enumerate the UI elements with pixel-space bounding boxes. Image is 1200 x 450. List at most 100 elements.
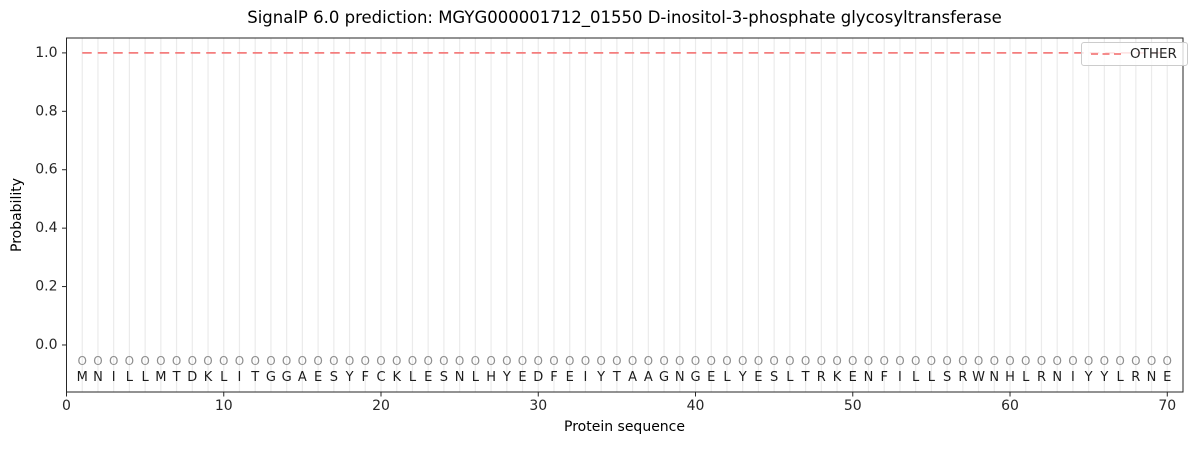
x-tick-label: 30 [529, 398, 547, 414]
residue-letter: W [972, 370, 985, 385]
residue-other-marker: O [125, 354, 134, 368]
residue-other-marker: O [1068, 354, 1077, 368]
residue-letter: N [1052, 370, 1062, 385]
x-tick-label: 70 [1158, 398, 1176, 414]
residue-letter: G [659, 370, 669, 385]
residue-letter: F [550, 370, 557, 385]
residue-other-marker: O [565, 354, 574, 368]
residue-letter: R [817, 370, 826, 385]
residue-letter: K [833, 370, 842, 385]
residue-letter: I [1071, 370, 1075, 385]
residue-letter: N [864, 370, 874, 385]
residue-other-marker: O [817, 354, 826, 368]
residue-letter: Y [1099, 370, 1108, 385]
residue-letter: E [566, 370, 574, 385]
residue-letter: E [754, 370, 762, 385]
residue-other-marker: O [628, 354, 637, 368]
x-tick-label: 60 [1001, 398, 1019, 414]
y-tick-label: 0.0 [35, 337, 57, 353]
residue-letter: R [1131, 370, 1140, 385]
residue-letter: E [849, 370, 857, 385]
residue-other-marker: O [612, 354, 621, 368]
residue-letter: N [1147, 370, 1157, 385]
residue-other-marker: O [958, 354, 967, 368]
residue-other-marker: O [1115, 354, 1124, 368]
residue-letter: E [424, 370, 432, 385]
x-tick-label: 10 [215, 398, 233, 414]
residue-other-marker: O [974, 354, 983, 368]
residue-letter: I [584, 370, 588, 385]
residue-other-marker: O [361, 354, 370, 368]
residue-other-marker: O [864, 354, 873, 368]
residue-other-marker: O [785, 354, 794, 368]
residue-other-marker: O [895, 354, 904, 368]
residue-letter: M [155, 370, 166, 385]
residue-other-marker: O [298, 354, 307, 368]
residue-other-marker: O [408, 354, 417, 368]
residue-letter: T [612, 370, 621, 385]
residue-other-marker: O [1005, 354, 1014, 368]
residue-letter: R [958, 370, 967, 385]
residue-other-marker: O [93, 354, 102, 368]
residue-letter: G [690, 370, 700, 385]
residue-other-marker: O [282, 354, 291, 368]
y-tick-label: 0.4 [35, 220, 57, 236]
residue-other-marker: O [691, 354, 700, 368]
legend-other-label: OTHER [1130, 46, 1177, 62]
x-ticks: 0 10 20 30 40 50 60 70 [62, 392, 1176, 414]
residue-other-marker: O [250, 354, 259, 368]
residue-letter: S [330, 370, 338, 385]
residue-letter: K [392, 370, 401, 385]
residue-letter: L [126, 370, 134, 385]
residue-letter: L [472, 370, 480, 385]
y-tick-label: 0.2 [35, 279, 57, 295]
residue-letter: H [486, 370, 496, 385]
residue-letter: M [77, 370, 88, 385]
residue-letter: L [723, 370, 731, 385]
residue-other-marker: O [219, 354, 228, 368]
residue-other-marker: O [644, 354, 653, 368]
residue-other-marker: O [109, 354, 118, 368]
residue-other-marker: O [534, 354, 543, 368]
residue-letter: E [707, 370, 715, 385]
residue-other-marker: O [140, 354, 149, 368]
residue-other-marker: O [203, 354, 212, 368]
residue-other-marker: O [1021, 354, 1030, 368]
residue-other-marker: O [329, 354, 338, 368]
residue-letter: F [362, 370, 369, 385]
residue-other-marker: O [675, 354, 684, 368]
residue-other-marker: O [376, 354, 385, 368]
x-tick-label: 40 [687, 398, 705, 414]
residue-other-marker: O [754, 354, 763, 368]
residue-letter: E [518, 370, 526, 385]
residue-other-marker: O [392, 354, 401, 368]
residue-letter: N [675, 370, 685, 385]
residue-letter: T [172, 370, 181, 385]
axes-box [66, 37, 1184, 393]
residue-letter: N [455, 370, 465, 385]
x-tick-label: 0 [62, 398, 71, 414]
residue-letter: A [644, 370, 653, 385]
x-tick-label: 50 [844, 398, 862, 414]
residue-other-marker: O [911, 354, 920, 368]
residue-other-marker: O [581, 354, 590, 368]
residue-other-marker: O [801, 354, 810, 368]
residue-other-marker: O [722, 354, 731, 368]
residue-other-marker: O [486, 354, 495, 368]
residue-other-marker: O [518, 354, 527, 368]
residue-letter: S [943, 370, 951, 385]
residue-letter: Y [738, 370, 747, 385]
residue-letter: N [93, 370, 103, 385]
residue-letter: L [1116, 370, 1124, 385]
residue-letter: I [238, 370, 242, 385]
y-tick-label: 0.8 [35, 103, 57, 119]
residue-letter: E [1163, 370, 1171, 385]
residue-letter: L [409, 370, 417, 385]
residue-other-marker: O [549, 354, 558, 368]
residue-other-marker: O [188, 354, 197, 368]
residue-letter: L [912, 370, 920, 385]
residue-other-marker: O [345, 354, 354, 368]
residue-letter: Y [345, 370, 354, 385]
residue-other-marker: O [769, 354, 778, 368]
residue-other-marker: O [990, 354, 999, 368]
